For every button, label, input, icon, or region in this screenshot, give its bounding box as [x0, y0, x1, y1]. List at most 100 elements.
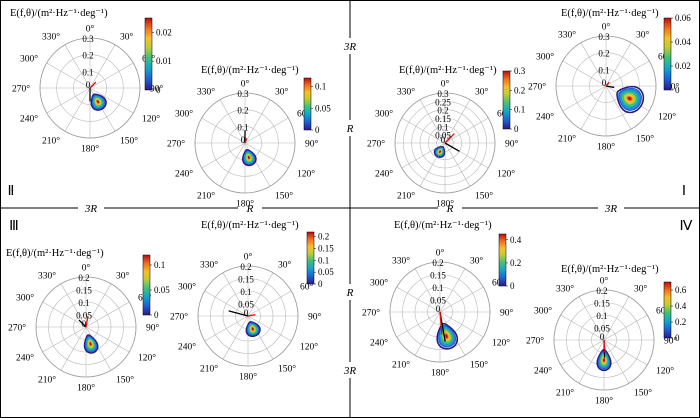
angle-tick-label: 90° — [666, 82, 680, 93]
angular-grid-line — [60, 283, 87, 328]
radial-tick-label: 0 — [600, 332, 605, 342]
contour-level-1 — [433, 145, 446, 158]
angle-tick-label: 270° — [526, 336, 544, 347]
angle-tick-label: 210° — [397, 190, 415, 201]
radial-tick-label: 0.1 — [432, 283, 443, 293]
radial-tick-label: 0.1 — [240, 287, 251, 297]
radial-tick-label: 0.15 — [238, 275, 254, 285]
quadrant-label-II: Ⅱ — [8, 184, 15, 199]
radial-tick-label: 0.1 — [78, 298, 89, 308]
angular-grid-line — [201, 142, 246, 169]
contour-level-1 — [616, 85, 645, 114]
polar-plot-I-R: E(f,θ)/(m²·Hz⁻¹·deg⁻¹)0.30.250.20.150.10… — [367, 65, 526, 210]
angular-grid-line — [222, 272, 249, 317]
plot-title: E(f,θ)/(m²·Hz⁻¹·deg⁻¹) — [201, 65, 299, 76]
radial-tick-label: 0.2 — [82, 51, 93, 61]
angle-tick-label: 210° — [558, 133, 576, 144]
contour-level-8 — [96, 100, 100, 104]
angle-tick-label: 330° — [558, 30, 576, 41]
radial-tick-label: 0.1 — [596, 311, 607, 321]
polar-plot-II-3R: E(f,θ)/(m²·Hz⁻¹·deg⁻¹)0.30.20.100°30°60°… — [10, 8, 172, 155]
colorbar-tick-label: 0.05 — [154, 285, 170, 295]
polar-plot-IV-3R: E(f,θ)/(m²·Hz⁻¹·deg⁻¹)0.20.150.10.0500°3… — [526, 264, 687, 407]
angular-grid-line — [244, 99, 271, 144]
angular-grid-line — [439, 286, 484, 313]
radial-tick-label: 0.15 — [430, 271, 446, 281]
angle-tick-label: 270° — [167, 139, 185, 150]
plot-title: E(f,θ)/(m²·Hz⁻¹·deg⁻¹) — [6, 248, 104, 259]
radial-tick-label: 0.25 — [435, 97, 451, 107]
angular-grid-line — [562, 85, 607, 112]
polar-outer-ring — [389, 261, 491, 363]
angle-tick-label: 300° — [534, 306, 552, 317]
angle-tick-label: 30° — [120, 32, 134, 43]
radial-tick-label: 0.15 — [76, 286, 92, 296]
radial-tick-label: 0.1 — [437, 122, 448, 132]
angle-tick-label: 0° — [600, 276, 609, 287]
radial-tick-label: 0 — [82, 319, 87, 329]
radial-tick-label: 0.05 — [594, 324, 610, 334]
contour-level-8 — [445, 334, 448, 339]
angle-tick-label: 240° — [175, 169, 193, 180]
angular-grid-line — [204, 290, 249, 317]
angle-tick-label: 30° — [475, 87, 489, 98]
polar-plot-III-R: E(f,θ)/(m²·Hz⁻¹·deg⁻¹)0.20.150.10.0500°3… — [170, 220, 334, 383]
reference-direction-line — [85, 315, 89, 328]
angle-tick-label: 0° — [241, 79, 250, 90]
angle-tick-label: 150° — [634, 387, 652, 398]
colorbar-scale — [303, 77, 312, 131]
angle-tick-label: 90° — [150, 84, 164, 95]
angle-tick-label: 60° — [656, 306, 670, 317]
label-gap — [238, 200, 262, 216]
colorbar-tick-label: 0.05 — [315, 103, 331, 113]
radial-tick-label: 0.2 — [596, 286, 607, 296]
angle-tick-label: 120° — [138, 353, 156, 364]
radial-tick-label: 0.1 — [237, 122, 248, 132]
contour-level-1 — [90, 93, 107, 111]
radial-tick-label: 0.05 — [435, 131, 451, 141]
angle-tick-label: 330° — [197, 87, 215, 98]
angle-tick-label: 30° — [634, 284, 648, 295]
angle-tick-label: 270° — [8, 323, 26, 334]
distance-label-far: 3R — [84, 203, 98, 215]
angular-grid-line — [247, 290, 292, 317]
angle-tick-label: 210° — [200, 363, 218, 374]
angle-tick-label: 30° — [278, 260, 292, 271]
angular-grid-line — [562, 60, 607, 87]
angle-tick-label: 240° — [536, 112, 554, 123]
angular-grid-line — [560, 314, 605, 341]
colorbar-tick-label: 0.01 — [156, 56, 172, 66]
reference-direction-line — [603, 339, 606, 353]
angular-grid-line — [578, 296, 605, 341]
radial-tick-label: 0 — [86, 80, 91, 90]
reference-direction-line — [444, 133, 455, 144]
angle-tick-label: 330° — [38, 271, 56, 282]
angle-tick-label: 300° — [536, 52, 554, 63]
angle-tick-label: 330° — [556, 284, 574, 295]
angle-tick-label: 210° — [392, 359, 410, 370]
reference-direction-line — [247, 314, 256, 317]
colorbar-scale — [663, 17, 672, 91]
polar-plot-IV-R: E(f,θ)/(m²·Hz⁻¹·deg⁻¹)0.20.150.10.0500°3… — [362, 220, 522, 379]
angular-grid-line — [603, 314, 648, 341]
angle-tick-label: 30° — [636, 30, 650, 41]
angular-grid-line — [560, 339, 605, 366]
polar-outer-ring — [194, 92, 296, 194]
label-gap — [338, 362, 362, 378]
angle-tick-label: 270° — [528, 82, 546, 93]
angle-tick-label: 60° — [492, 278, 506, 289]
angular-grid-line — [396, 311, 441, 338]
distance-label-far: 3R — [343, 365, 357, 377]
polar-plots: E(f,θ)/(m²·Hz⁻¹·deg⁻¹) 0.3 0.2 0.1 0 0° 30° 60°… — [6, 8, 691, 407]
angle-tick-label: 90° — [505, 139, 519, 150]
radial-tick-label: 0.05 — [238, 300, 254, 310]
plot-title: E(f,θ)/(m²·Hz⁻¹·deg⁻¹) — [394, 220, 492, 231]
radial-tick-label: 0.3 — [437, 89, 449, 99]
colorbar-scale — [502, 70, 511, 130]
angle-tick-label: 0° — [602, 22, 611, 33]
angle-tick-label: 300° — [20, 54, 38, 65]
radial-tick-label: 0.05 — [430, 296, 446, 306]
mean-direction-line — [444, 142, 460, 152]
colorbar-tick-label: 0.15 — [318, 244, 334, 254]
angular-grid-line — [219, 99, 246, 144]
